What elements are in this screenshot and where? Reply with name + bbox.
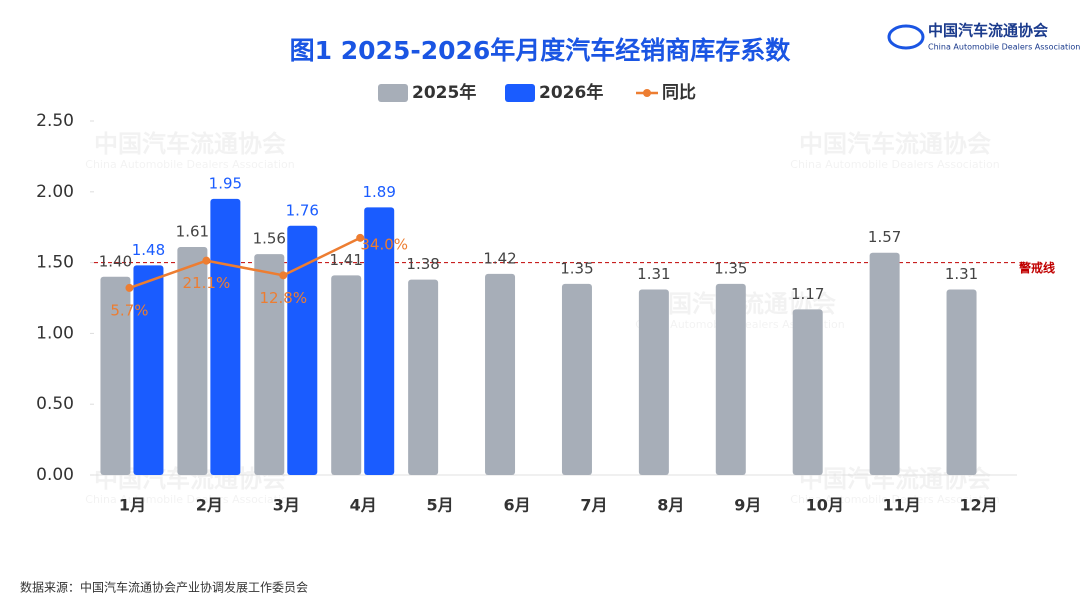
x-tick-label: 10月 <box>806 496 844 515</box>
bar <box>561 283 592 475</box>
line <box>129 236 361 290</box>
legend-label: 同比 <box>662 82 696 103</box>
legend-label: 2025年 <box>412 82 476 103</box>
logo-subtitle: China Automobile Dealers Association <box>928 43 1080 52</box>
bar <box>210 198 241 475</box>
data-label: 1.48 <box>132 241 165 259</box>
bar <box>869 252 900 475</box>
watermark: 中国汽车流通协会 <box>799 130 991 158</box>
threshold-label: 警戒线 <box>1018 260 1055 275</box>
x-tick-label: 7月 <box>580 496 607 515</box>
line-point <box>279 271 288 280</box>
bar <box>792 309 823 475</box>
data-label: 21.1% <box>183 274 231 292</box>
x-tick-label: 12月 <box>959 496 997 515</box>
y-tick-label: 0.00 <box>36 465 74 485</box>
data-label: 1.95 <box>209 174 242 192</box>
data-label: 1.38 <box>406 255 439 273</box>
legend-swatch <box>643 89 651 97</box>
y-tick-label: 2.50 <box>36 111 74 131</box>
watermark: China Automobile Dealers Association <box>85 158 294 171</box>
data-label: 34.0% <box>360 235 408 253</box>
logo-icon <box>887 24 925 50</box>
x-tick-label: 2月 <box>196 496 223 515</box>
line-point <box>125 283 134 292</box>
y-tick-label: 0.50 <box>36 394 74 414</box>
source: 数据来源：中国汽车流通协会产业协调发展工作委员会 <box>20 580 308 595</box>
logo: 中国汽车流通协会 China Automobile Dealers Associ… <box>887 22 1080 52</box>
bar <box>287 225 318 475</box>
legend-swatch <box>505 84 535 102</box>
watermark: China Automobile Dealers Association <box>790 493 999 506</box>
y-tick-label: 1.50 <box>36 253 74 273</box>
x-tick-label: 8月 <box>657 496 684 515</box>
bar <box>485 273 516 475</box>
data-label: 1.61 <box>176 223 209 241</box>
data-label: 1.56 <box>253 230 286 248</box>
data-label: 1.31 <box>637 265 670 283</box>
data-label: 5.7% <box>110 301 148 319</box>
data-label: 1.57 <box>868 228 901 246</box>
watermark: China Automobile Dealers Association <box>790 158 999 171</box>
y-tick-label: 2.00 <box>36 182 74 202</box>
y-tick-label: 1.00 <box>36 323 74 343</box>
data-label: 1.42 <box>483 249 516 267</box>
watermark: China Automobile Dealers Association <box>85 493 294 506</box>
x-tick-label: 4月 <box>350 496 377 515</box>
line-point <box>202 256 211 265</box>
bar <box>133 265 164 475</box>
x-tick-label: 5月 <box>427 496 454 515</box>
x-tick-label: 3月 <box>273 496 300 515</box>
x-tick-label: 6月 <box>503 496 530 515</box>
data-label: 1.35 <box>560 259 593 277</box>
bar <box>715 283 746 475</box>
x-tick-label: 9月 <box>734 496 761 515</box>
chart-title: 图1 2025-2026年月度汽车经销商库存系数 <box>290 36 792 65</box>
bar <box>408 279 439 475</box>
data-label: 1.89 <box>363 183 396 201</box>
line-point <box>356 233 365 242</box>
data-label: 12.8% <box>259 289 307 307</box>
bar <box>331 275 362 475</box>
x-tick-label: 11月 <box>882 496 920 515</box>
legend-swatch <box>378 84 408 102</box>
data-label: 1.40 <box>99 252 132 270</box>
data-label: 1.17 <box>791 285 824 303</box>
data-label: 1.35 <box>714 259 747 277</box>
data-label: 1.31 <box>945 265 978 283</box>
logo-name: 中国汽车流通协会 <box>928 22 1048 40</box>
x-tick-label: 1月 <box>119 496 146 515</box>
bar <box>100 276 131 475</box>
legend-label: 2026年 <box>539 82 603 103</box>
bar <box>946 289 977 475</box>
bar <box>638 289 669 475</box>
data-label: 1.76 <box>286 201 319 219</box>
bar <box>364 207 395 475</box>
watermark: 中国汽车流通协会 <box>94 130 286 158</box>
data-label: 1.41 <box>330 251 363 269</box>
bar <box>177 247 208 475</box>
bar <box>254 254 285 475</box>
